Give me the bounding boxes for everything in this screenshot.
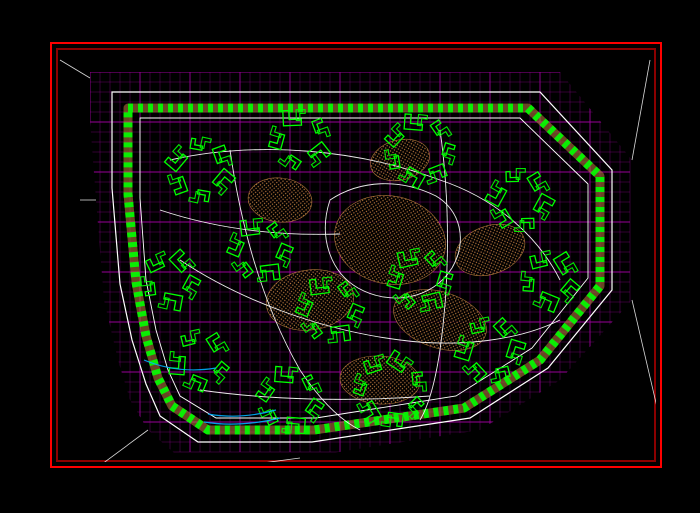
cad-canvas[interactable] <box>0 0 700 513</box>
hardscape <box>246 133 532 406</box>
